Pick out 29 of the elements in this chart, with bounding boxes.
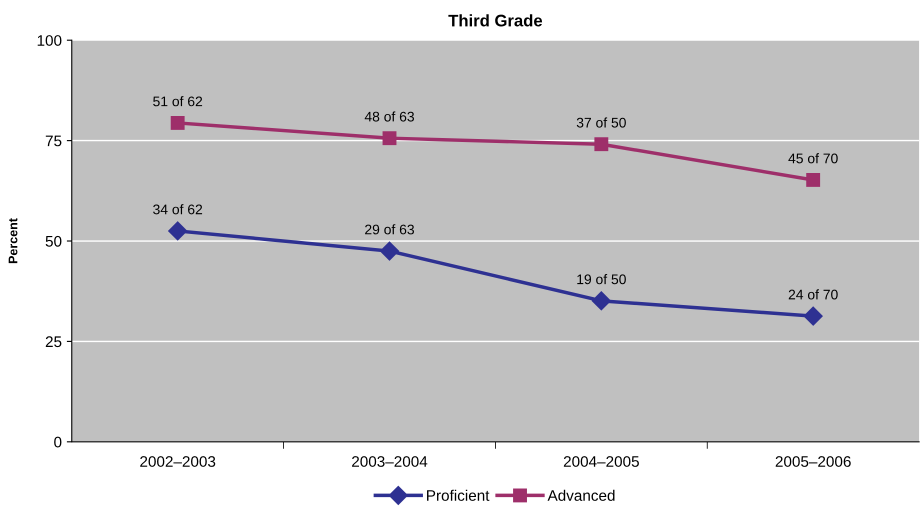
annotation: 48 of 63: [364, 111, 414, 122]
annotation: 34 of 62: [153, 204, 202, 214]
x-tick-label: 2003–2004: [352, 456, 428, 467]
legend-label: Advanced: [548, 490, 614, 501]
y-tick-label: 75: [46, 136, 62, 146]
annotation: 37 of 50: [576, 117, 626, 128]
annotation: 24 of 70: [788, 289, 838, 300]
point: [806, 173, 820, 187]
annotation: 19 of 50: [577, 274, 626, 284]
x-tick-label: 2005–2006: [776, 456, 851, 467]
y-tick-label: 100: [38, 35, 62, 46]
x-tick-label: 2004–2005: [564, 456, 639, 467]
y-axis-title: Percent: [8, 218, 18, 264]
y-tick-label: 0: [54, 436, 62, 448]
chart-title: Third Grade: [448, 14, 542, 26]
annotation: 29 of 63: [365, 224, 414, 234]
point: [382, 131, 396, 146]
x-tick-label: 2002–2003: [140, 456, 216, 467]
y-tick-label: 50: [46, 236, 62, 247]
point: [170, 116, 185, 130]
y-tick-label: 25: [46, 336, 62, 348]
annotation: 51 of 62: [153, 96, 202, 106]
point: [168, 221, 188, 241]
point: [592, 291, 611, 310]
annotation: 45 of 70: [788, 153, 838, 164]
point: [594, 137, 608, 152]
legend-label: Proficient: [427, 490, 490, 501]
point: [804, 306, 823, 326]
point: [380, 242, 400, 261]
